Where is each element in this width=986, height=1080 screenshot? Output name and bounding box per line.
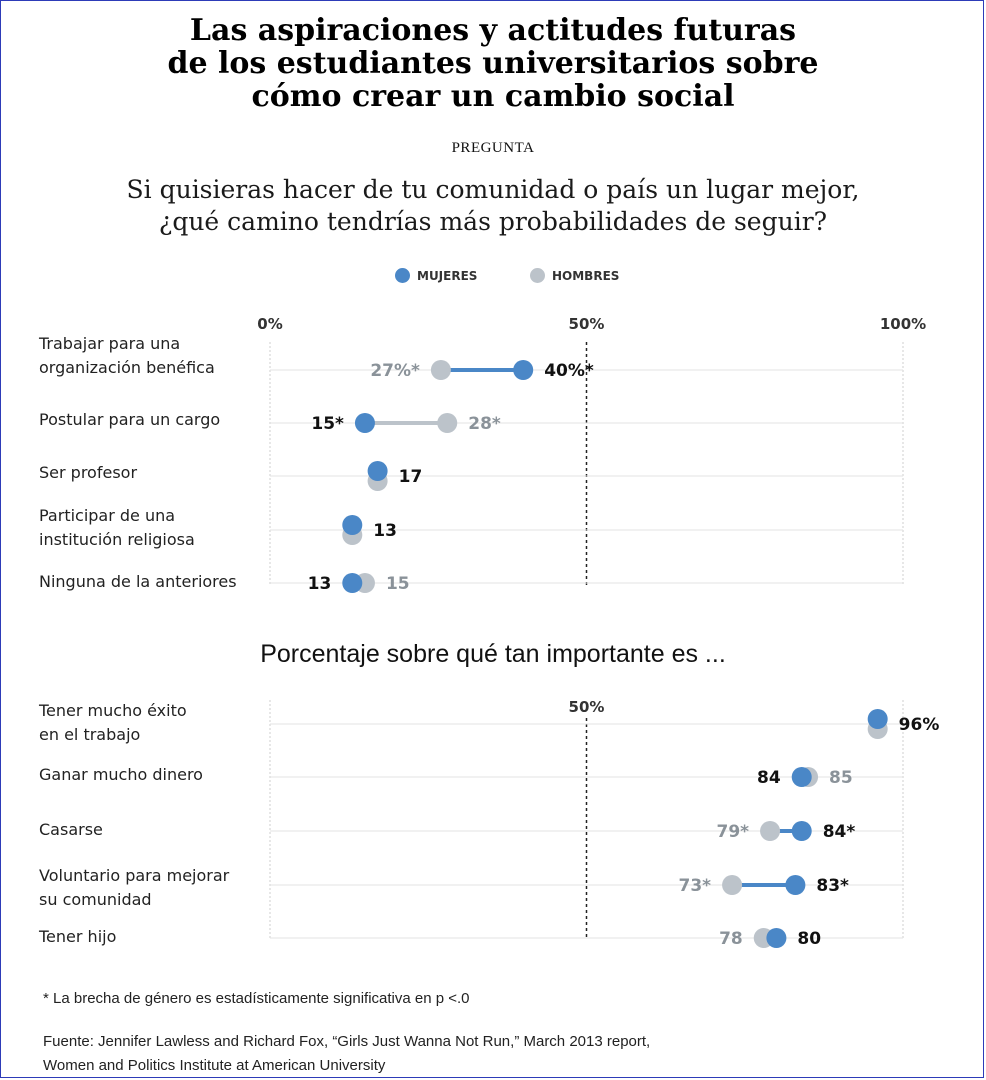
women-dot xyxy=(791,767,812,787)
men-dot xyxy=(430,360,451,380)
women-dot xyxy=(342,515,363,535)
women-dot xyxy=(354,413,375,433)
women-value-label: 13 xyxy=(373,521,397,541)
women-dot xyxy=(513,360,534,380)
women-dot xyxy=(342,573,363,593)
tick-label: 0% xyxy=(257,315,282,333)
men-dot xyxy=(760,821,781,841)
chart-title: Las aspiraciones y actitudes futuras de … xyxy=(0,14,986,113)
women-value-label: 13 xyxy=(308,574,332,594)
question-line: Si quisieras hacer de tu comunidad o paí… xyxy=(126,175,860,204)
women-value-label: 15* xyxy=(311,414,344,434)
source-note: Women and Politics Institute at American… xyxy=(43,1057,386,1074)
importance-subtitle: Porcentaje sobre qué tan importante es .… xyxy=(260,640,726,668)
category-label: Postular para un cargo xyxy=(39,410,221,429)
women-dot xyxy=(367,461,388,481)
question-kicker: PREGUNTA xyxy=(451,140,535,156)
women-dot xyxy=(791,821,812,841)
men-dot xyxy=(437,413,458,433)
women-value-label: 17 xyxy=(399,467,423,487)
men-value-label: 85 xyxy=(829,768,853,788)
category-label: Participar de una institución religiosa xyxy=(39,506,195,549)
women-value-label: 40%* xyxy=(544,361,594,381)
category-label: Tener mucho éxito en el trabajo xyxy=(39,701,187,744)
tick-label: 50% xyxy=(569,698,605,716)
significance-note: * La brecha de género es estadísticament… xyxy=(43,990,470,1007)
title-line: cómo crear un cambio social xyxy=(251,79,735,114)
men-dot xyxy=(722,875,743,895)
men-value-label: 28* xyxy=(468,414,501,434)
men-value-label: 73* xyxy=(679,876,712,896)
category-label: Ser profesor xyxy=(39,463,138,482)
women-value-label: 80 xyxy=(797,929,821,949)
men-value-label: 15 xyxy=(386,574,410,594)
women-value-label: 84* xyxy=(823,822,856,842)
category-label: Ganar mucho dinero xyxy=(39,765,203,784)
source-note: Fuente: Jennifer Lawless and Richard Fox… xyxy=(43,1033,651,1050)
women-dot xyxy=(785,875,806,895)
women-dot-icon xyxy=(395,268,410,283)
men-value-label: 79* xyxy=(717,822,750,842)
women-dot xyxy=(766,928,787,948)
title-line: Las aspiraciones y actitudes futuras xyxy=(189,13,797,48)
legend-item-women: MUJERES xyxy=(395,268,477,283)
legend-label-men: HOMBRES xyxy=(552,269,620,283)
title-line: de los estudiantes universitarios sobre xyxy=(167,46,819,81)
men-value-label: 78 xyxy=(719,929,743,949)
women-dot xyxy=(867,709,888,729)
legend-label-women: MUJERES xyxy=(417,269,478,283)
tick-label: 100% xyxy=(880,315,926,333)
men-dot-icon xyxy=(530,268,545,283)
category-label: Ninguna de la anteriores xyxy=(39,572,237,591)
category-label: Tener hijo xyxy=(39,927,117,946)
question-line: ¿qué camino tendrías más probabilidades … xyxy=(158,207,828,236)
women-value-label: 96% xyxy=(899,715,940,735)
women-value-label: 83* xyxy=(816,876,849,896)
tick-label: 50% xyxy=(569,315,605,333)
legend-item-men: HOMBRES xyxy=(530,268,619,283)
survey-question: Si quisieras hacer de tu comunidad o paí… xyxy=(0,174,986,238)
women-value-label: 84 xyxy=(757,768,781,788)
category-label: Voluntario para mejorar su comunidad xyxy=(39,866,230,909)
category-label: Casarse xyxy=(39,820,103,839)
men-value-label: 27%* xyxy=(370,361,420,381)
category-label: Trabajar para una organización benéfica xyxy=(39,334,215,377)
